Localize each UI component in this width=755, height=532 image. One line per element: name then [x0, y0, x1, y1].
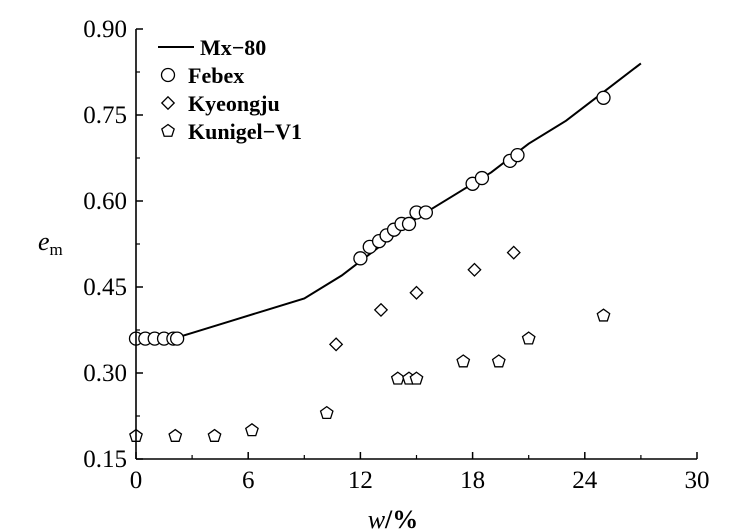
y-axis-label: em — [38, 227, 63, 259]
x-axis-label: w/% — [368, 505, 419, 532]
data-point-kyeongju — [467, 262, 482, 277]
data-point-kunigel-v1 — [390, 371, 405, 385]
data-point-kunigel-v1 — [596, 308, 611, 322]
data-point-kyeongju — [506, 245, 521, 260]
legend-label: Kunigel−V1 — [188, 119, 302, 144]
data-point-febex — [353, 251, 368, 266]
legend-item-febex: Febex — [160, 63, 244, 88]
x-tick-label: 30 — [685, 467, 710, 494]
data-point-febex — [510, 147, 525, 163]
legend-marker-swatch — [160, 95, 176, 111]
series-kunigel-v1 — [129, 308, 611, 442]
plot-area — [128, 62, 642, 442]
y-tick-label: 0.60 — [83, 188, 127, 215]
data-point-kunigel-v1 — [456, 354, 471, 368]
data-point-kunigel-v1 — [491, 354, 506, 368]
data-point-febex — [169, 331, 185, 346]
x-tick-label: 18 — [460, 467, 485, 494]
data-point-kunigel-v1 — [207, 428, 222, 442]
y-tick-label: 0.90 — [83, 16, 127, 43]
y-tick-label: 0.15 — [83, 446, 127, 473]
x-tick-label: 0 — [130, 467, 143, 494]
data-point-febex — [596, 90, 611, 105]
data-point-kunigel-v1 — [168, 428, 183, 442]
x-tick-label: 6 — [242, 467, 255, 494]
y-tick-label: 0.30 — [83, 360, 127, 387]
y-tick-label: 0.75 — [83, 102, 127, 129]
data-point-febex — [474, 170, 490, 186]
legend-label: Kyeongju — [188, 91, 280, 116]
x-axis-label-var: w — [368, 505, 386, 532]
legend: Mx−80 Febex Kyeongju Kunigel−V1 — [158, 35, 302, 144]
y-axis-label-sub: m — [50, 240, 63, 259]
data-point-kyeongju — [409, 285, 424, 300]
x-tick-label: 24 — [572, 467, 598, 494]
legend-item-kyeongju: Kyeongju — [160, 91, 280, 116]
series-kyeongju — [328, 245, 521, 352]
data-point-febex — [401, 216, 417, 232]
data-point-kyeongju — [328, 337, 344, 352]
y-tick-label: 0.45 — [83, 274, 127, 301]
legend-label: Febex — [188, 63, 244, 88]
axes: 0 6 12 18 24 30 0.15 0.30 0.45 0.60 0.75 0.90 — [83, 16, 709, 494]
y-axis-label-main: e — [38, 227, 50, 256]
legend-marker-swatch — [161, 123, 175, 137]
data-point-kunigel-v1 — [521, 331, 536, 345]
data-point-kyeongju — [373, 302, 389, 318]
legend-item-kunigel-v1: Kunigel−V1 — [161, 119, 302, 144]
data-point-kunigel-v1 — [319, 405, 334, 420]
legend-marker-swatch — [160, 67, 176, 83]
data-point-kunigel-v1 — [409, 371, 424, 385]
data-point-kunigel-v1 — [244, 423, 259, 437]
legend-label: Mx−80 — [200, 35, 266, 60]
data-point-febex — [418, 205, 434, 220]
x-axis-label-unit: /% — [384, 505, 418, 532]
legend-item-mx-80: Mx−80 — [158, 35, 266, 60]
series-febex — [128, 90, 611, 346]
x-tick-label: 12 — [348, 467, 373, 494]
